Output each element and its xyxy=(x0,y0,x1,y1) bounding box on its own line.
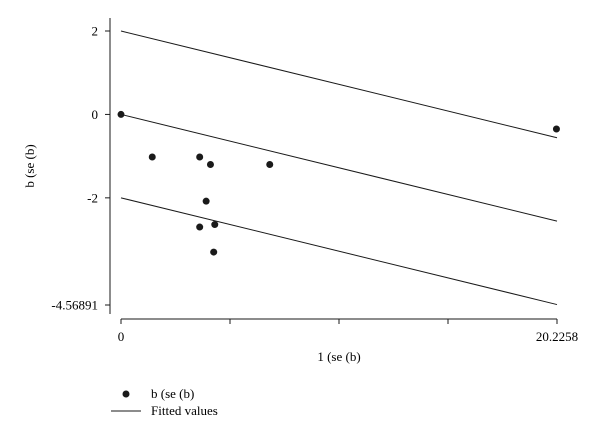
data-point-1 xyxy=(148,153,156,161)
data-point-8 xyxy=(210,248,218,256)
y-tick-label-0: -4.56891 xyxy=(51,298,98,313)
legend-dot-marker xyxy=(122,390,130,398)
fitted-lines xyxy=(120,30,558,306)
plot-area xyxy=(117,30,560,306)
x-tick-label-4: 20.2258 xyxy=(536,329,578,344)
data-point-2 xyxy=(196,153,204,161)
fitted-line-1 xyxy=(120,113,558,222)
data-point-3 xyxy=(206,160,214,168)
y-axis: -4.56891 -2 0 2 xyxy=(51,18,111,314)
data-point-5 xyxy=(202,197,210,205)
y-tick-label-1: -2 xyxy=(87,190,98,205)
y-tick-label-3: 2 xyxy=(92,24,99,39)
x-axis-title: 1 (se (b) xyxy=(317,349,360,364)
fitted-line-2 xyxy=(120,197,558,306)
data-point-7 xyxy=(211,221,219,229)
fitted-line-0 xyxy=(120,30,558,139)
data-point-4 xyxy=(266,160,274,168)
legend-label-fitted: Fitted values xyxy=(151,403,218,418)
data-point-6 xyxy=(196,223,204,231)
x-tick-label-0: 0 xyxy=(118,329,125,344)
legend-label-points: b (se (b) xyxy=(151,386,194,401)
legend: b (se (b) Fitted values xyxy=(111,386,218,418)
data-point-0 xyxy=(117,110,125,118)
y-tick-label-2: 0 xyxy=(92,107,99,122)
y-axis-title: b (se (b) xyxy=(22,144,37,187)
data-points xyxy=(117,110,560,256)
x-axis: 0 20.2258 xyxy=(118,318,578,344)
data-point-9 xyxy=(552,125,560,133)
